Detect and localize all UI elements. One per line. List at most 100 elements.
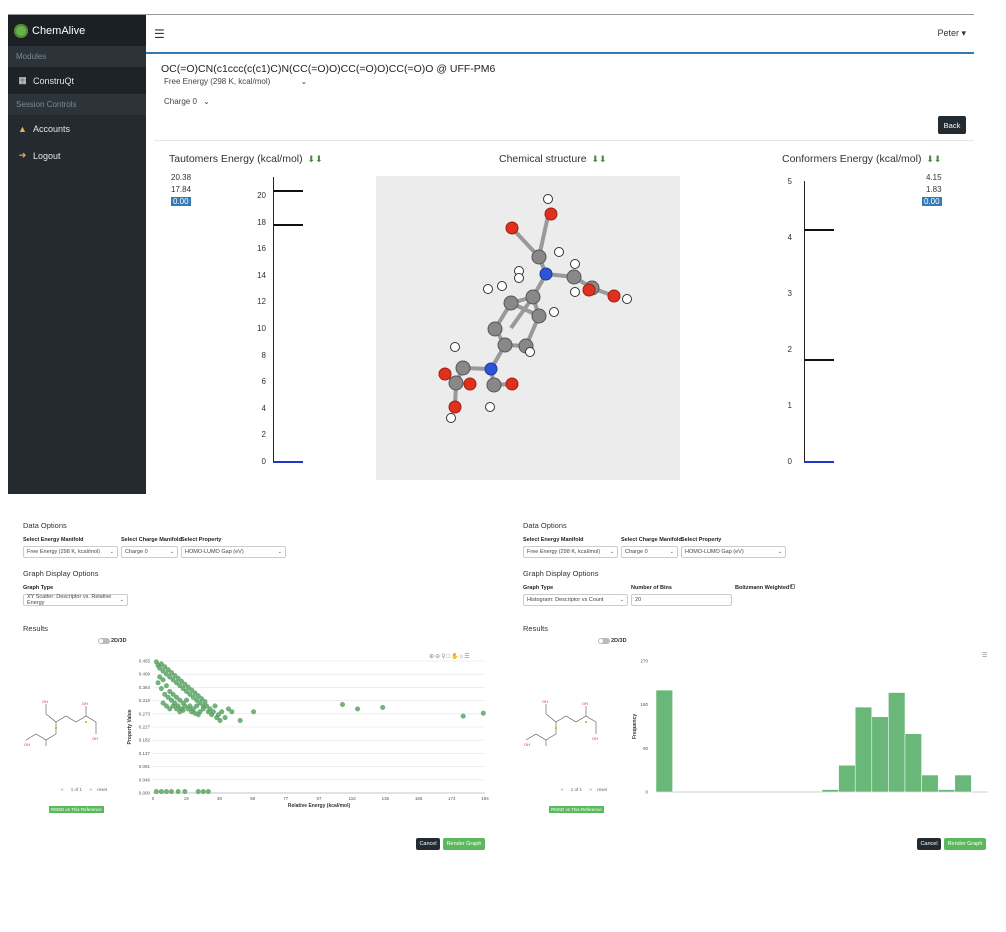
user-menu[interactable]: Peter ▾ — [937, 28, 966, 39]
search-icon[interactable]: ⚲ — [441, 654, 447, 660]
render-graph-button[interactable]: Render Graph — [944, 838, 986, 850]
histogram-bar — [954, 774, 972, 793]
conformer-energy-level[interactable] — [804, 461, 834, 463]
conformer-energy-item-selected[interactable]: 0.00 — [922, 196, 942, 208]
graph-type-select[interactable]: XY Scatter: Descriptor vs. Relative Ener… — [23, 594, 128, 606]
number-of-bins-label: Number of Bins — [631, 585, 672, 591]
scatter-point — [226, 706, 231, 712]
rmsd-reference-button[interactable]: RMSD vs This Reference — [549, 806, 604, 813]
conformer-energy-level[interactable] — [804, 358, 834, 361]
charge-manifold-select[interactable]: Charge 0 ⌄ — [121, 546, 178, 558]
scatter-point — [160, 700, 166, 706]
select-box-icon[interactable]: □ — [446, 654, 452, 660]
zoom-in-icon[interactable]: ⊕ — [429, 654, 436, 660]
tautomer-energy-level[interactable] — [273, 461, 303, 463]
hydrogen-atom — [525, 347, 535, 357]
download-icon[interactable]: ⬇⬇ — [591, 154, 607, 164]
histogram-bar — [854, 706, 873, 793]
hamburger-menu-icon[interactable]: ☰ — [154, 26, 165, 41]
scatter-point — [168, 789, 174, 794]
y-tick-label: 0.227 — [139, 725, 151, 730]
2d-3d-toggle[interactable] — [98, 638, 110, 644]
cancel-button[interactable]: Cancel — [416, 838, 440, 850]
graph-type-select[interactable]: Histogram: Descriptor vs Count ⌄ — [523, 594, 628, 606]
structure-title: Chemical structure — [499, 153, 587, 165]
scatter-point — [189, 687, 195, 693]
rmsd-reference-button[interactable]: RMSD vs This Reference — [49, 806, 104, 813]
boltzmann-weighted-label: Boltzmann Weighted? — [735, 585, 793, 591]
boltzmann-weighted-checkbox[interactable] — [790, 584, 795, 589]
render-graph-button[interactable]: Render Graph — [443, 838, 485, 850]
molecule-2d-thumbnail: OH OH OH OH — [24, 699, 98, 747]
pager-prev[interactable]: « — [61, 787, 64, 792]
molecule-2d-thumbnail: OH OH OH OH — [524, 699, 598, 747]
carbon-atom — [566, 269, 582, 285]
nitrogen-atom — [484, 362, 498, 376]
conformer-energy-item[interactable]: 1.83 — [926, 185, 942, 194]
download-icon[interactable]: ⬇⬇ — [307, 154, 323, 164]
hydrogen-atom — [514, 273, 524, 283]
tautomer-energy-level[interactable] — [273, 223, 303, 226]
sidebar-item-accounts[interactable]: ▲ Accounts — [8, 115, 146, 142]
back-button[interactable]: Back — [938, 116, 966, 134]
svg-text:OH: OH — [92, 736, 98, 741]
scatter-point — [210, 709, 216, 715]
2d-3d-toggle-label: 2D/3D — [611, 638, 627, 644]
conformer-energy-level[interactable] — [804, 228, 834, 231]
x-tick-label: 136 — [382, 796, 390, 801]
hydrogen-atom — [543, 194, 553, 204]
select-value: HOMO-LUMO Gap (eV) — [185, 549, 244, 555]
2d-3d-toggle[interactable] — [598, 638, 610, 644]
scatter-point — [237, 718, 243, 723]
energy-manifold-select[interactable]: Free Energy (298 K, kcal/mol) ⌄ — [23, 546, 118, 558]
sidebar-item-logout[interactable]: ➜ Logout — [8, 142, 146, 169]
property-select[interactable]: HOMO-LUMO Gap (eV) ⌄ — [181, 546, 286, 558]
chart-toolbar: ⊕⊖⚲□✋⌂☰ — [429, 653, 471, 660]
download-icon[interactable]: ⬇⬇ — [926, 154, 942, 164]
tautomer-energy-item-selected[interactable]: 0.00 — [171, 196, 191, 208]
results-heading: Results — [523, 624, 549, 633]
scatter-point — [195, 712, 201, 718]
tautomer-tick-label: 4 — [261, 403, 266, 413]
brand[interactable]: ChemAlive — [8, 15, 146, 46]
brand-name: ChemAlive — [32, 24, 86, 37]
charge-manifold-select[interactable]: Charge 0 ⌄ — [164, 97, 210, 106]
scatter-point — [158, 789, 164, 794]
conformer-energy-item[interactable]: 4.15 — [926, 173, 942, 182]
property-select[interactable]: HOMO-LUMO Gap (eV) ⌄ — [681, 546, 786, 558]
cancel-button[interactable]: Cancel — [917, 838, 941, 850]
sidebar-item-construqt[interactable]: ▦ ConstruQt — [8, 67, 146, 94]
select-value: Free Energy (298 K, kcal/mol) — [527, 549, 601, 555]
zoom-out-icon[interactable]: ⊖ — [435, 654, 442, 660]
tautomer-energy-item[interactable]: 20.38 — [171, 173, 192, 182]
number-of-bins-input[interactable]: 20 — [631, 594, 732, 606]
histogram-chart[interactable]: 270 180 90 0 Frequency — [626, 656, 990, 801]
scatter-point — [167, 674, 173, 680]
pager-prev[interactable]: « — [561, 787, 564, 792]
chevron-down-icon: ⌄ — [169, 549, 174, 555]
charge-manifold-select[interactable]: Charge 0 ⌄ — [621, 546, 678, 558]
scatter-chart[interactable]: 0.455 0.409 0.364 0.318 0.273 0.227 0.182 0.137… — [123, 656, 490, 816]
tautomer-energy-level[interactable] — [273, 189, 303, 192]
menu-icon[interactable]: ☰ — [464, 654, 471, 660]
tautomer-energy-item[interactable]: 17.84 — [171, 185, 192, 194]
pager-next[interactable]: » — [589, 787, 592, 792]
chart-menu-icon[interactable]: ☰ — [982, 653, 989, 659]
carbon-atom — [486, 377, 502, 393]
molecule-3d-viewer[interactable] — [376, 176, 680, 480]
pager-reset[interactable]: reset — [97, 787, 108, 792]
histogram-graph-panel: Data Options Select Energy Manifold Free… — [520, 518, 990, 863]
energy-manifold-select[interactable]: Free Energy (298 K, kcal/mol) ⌄ — [164, 77, 307, 86]
x-axis-label: Relative Energy (kcal/mol) — [288, 803, 351, 809]
pager-reset[interactable]: reset — [597, 787, 608, 792]
scatter-point — [168, 670, 174, 676]
conformer-tick-label: 2 — [787, 345, 792, 354]
y-tick-label: 270 — [640, 659, 648, 664]
pan-icon[interactable]: ✋ — [451, 654, 460, 660]
pager-next[interactable]: » — [89, 787, 92, 792]
energy-manifold-select[interactable]: Free Energy (298 K, kcal/mol) ⌄ — [523, 546, 618, 558]
y-tick-label: 90 — [643, 746, 649, 751]
svg-text:OH: OH — [82, 701, 88, 706]
conformer-tick-label: 0 — [787, 457, 792, 466]
home-icon[interactable]: ⌂ — [459, 654, 465, 660]
